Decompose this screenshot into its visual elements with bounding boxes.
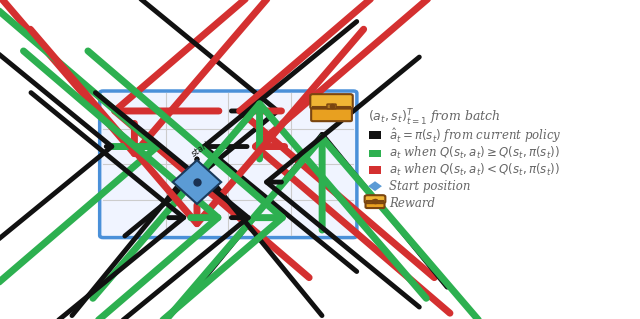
FancyBboxPatch shape <box>365 195 385 203</box>
FancyBboxPatch shape <box>365 200 385 208</box>
Text: Reward: Reward <box>389 197 435 210</box>
FancyBboxPatch shape <box>369 150 381 157</box>
FancyBboxPatch shape <box>372 200 378 203</box>
Polygon shape <box>368 181 382 191</box>
FancyBboxPatch shape <box>369 166 381 174</box>
FancyBboxPatch shape <box>310 94 353 108</box>
Text: $\hat{a}_t = \pi(s_t)$ from current policy: $\hat{a}_t = \pi(s_t)$ from current poli… <box>389 126 561 145</box>
Polygon shape <box>173 160 221 204</box>
Text: $(a_t, s_t)_{t=1}^T$ from batch: $(a_t, s_t)_{t=1}^T$ from batch <box>368 108 500 128</box>
Text: $a_t$ when $Q(s_t, a_t) < Q(s_t, \pi(s_t))$: $a_t$ when $Q(s_t, a_t) < Q(s_t, \pi(s_t… <box>389 162 559 178</box>
FancyBboxPatch shape <box>327 104 336 109</box>
Text: start: start <box>190 139 212 159</box>
FancyBboxPatch shape <box>100 91 357 238</box>
Text: Start position: Start position <box>389 180 470 193</box>
Text: $a_t$ when $Q(s_t, a_t) \geq Q(s_t, \pi(s_t))$: $a_t$ when $Q(s_t, a_t) \geq Q(s_t, \pi(… <box>389 145 559 161</box>
FancyBboxPatch shape <box>311 105 352 121</box>
FancyBboxPatch shape <box>369 131 381 139</box>
